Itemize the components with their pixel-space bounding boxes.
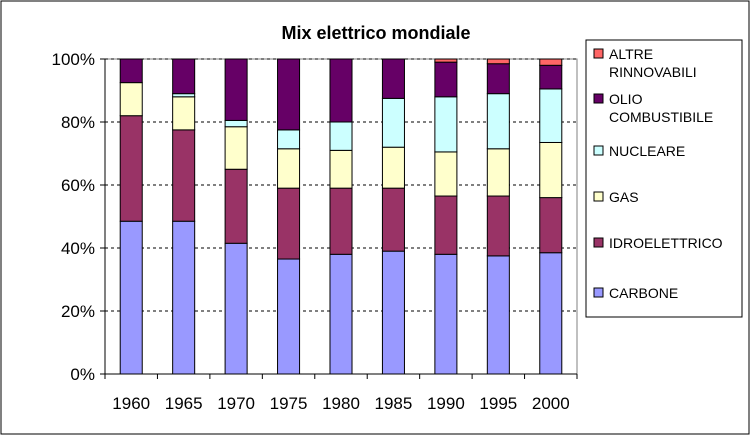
x-tick-label: 1975 [270,394,308,413]
y-tick-label: 60% [61,176,95,195]
bar-segment [434,96,458,153]
bar-segment [119,220,143,375]
bar-segment [539,197,563,254]
bar-segment [486,93,510,150]
x-tick-label: 1990 [427,394,465,413]
bar-segment [329,121,353,151]
legend: ALTRE RINNOVABILI OLIO COMBUSTIBILE NUCLEARE… [593,46,723,301]
bar-segment [381,187,405,252]
bar-segment [434,151,458,197]
x-tick-label: 1970 [217,394,255,413]
bar-segment [329,187,353,255]
bars [119,58,563,375]
y-tick-label: 0% [70,365,95,384]
legend-swatch [593,287,604,298]
bar-segment [434,253,458,375]
bar-segment [277,129,301,150]
legend-label: GAS [609,189,639,205]
bar-segment [119,82,143,117]
tick-labels: 0% 20% 40% 60% 80% 100% 1960 1965 1970 1975 1980 19… [52,50,570,413]
bar-segment [381,250,405,375]
bar-segment [119,58,143,84]
bar-segment [172,58,196,95]
bar-segment [119,115,143,222]
legend-swatch [593,93,604,104]
bar-segment [277,187,301,260]
bar-segment [434,58,458,63]
bar-segment [539,141,563,199]
x-tick-label: 1980 [322,394,360,413]
bar-segment [172,129,196,222]
bar-segment [434,61,458,98]
bar-segment [224,242,248,375]
bar-segment [539,252,563,375]
bar-segment [486,148,510,197]
legend-label: NUCLEARE [609,143,685,159]
legend-swatch [593,145,604,156]
legend-box [585,39,743,318]
y-tick-label: 80% [61,113,95,132]
x-tick-label: 1965 [165,394,203,413]
legend-label: OLIO [609,91,643,107]
bar-segment [224,58,248,121]
bar-segment [381,58,405,99]
x-tick-label: 1985 [375,394,413,413]
bar-segment [172,96,196,131]
y-tick-label: 20% [61,302,95,321]
bar-segment [277,258,301,375]
bar-segment [486,63,510,95]
legend-label: RINNOVABILI [609,64,697,80]
bar-segment [486,195,510,257]
x-tick-label: 1995 [479,394,517,413]
legend-label: COMBUSTIBILE [609,109,713,125]
legend-swatch [593,48,604,59]
bar-segment [434,195,458,255]
legend-swatch [593,237,604,248]
bar-segment [381,146,405,189]
legend-label: ALTRE [609,46,653,62]
bar-segment [539,88,563,143]
axes [100,58,578,379]
y-tick-label: 40% [61,239,95,258]
bar-segment [224,119,248,128]
legend-label: IDROELETTRICO [609,235,723,251]
bar-segment [329,58,353,123]
bar-segment [329,149,353,189]
bar-segment [277,58,301,131]
bar-segment [486,58,510,65]
x-tick-label: 1960 [112,394,150,413]
x-tick-label: 2000 [532,394,570,413]
bar-segment [539,64,563,90]
bar-segment [329,253,353,375]
bar-segment [277,148,301,189]
bar-segment [381,97,405,148]
bar-segment [172,220,196,375]
chart-title: Mix elettrico mondiale [281,23,470,43]
bar-segment [224,168,248,244]
bar-segment [539,58,563,66]
bar-segment [224,126,248,170]
legend-label: CARBONE [609,285,678,301]
y-tick-label: 100% [52,50,95,69]
legend-swatch [593,191,604,202]
bar-segment [486,255,510,375]
